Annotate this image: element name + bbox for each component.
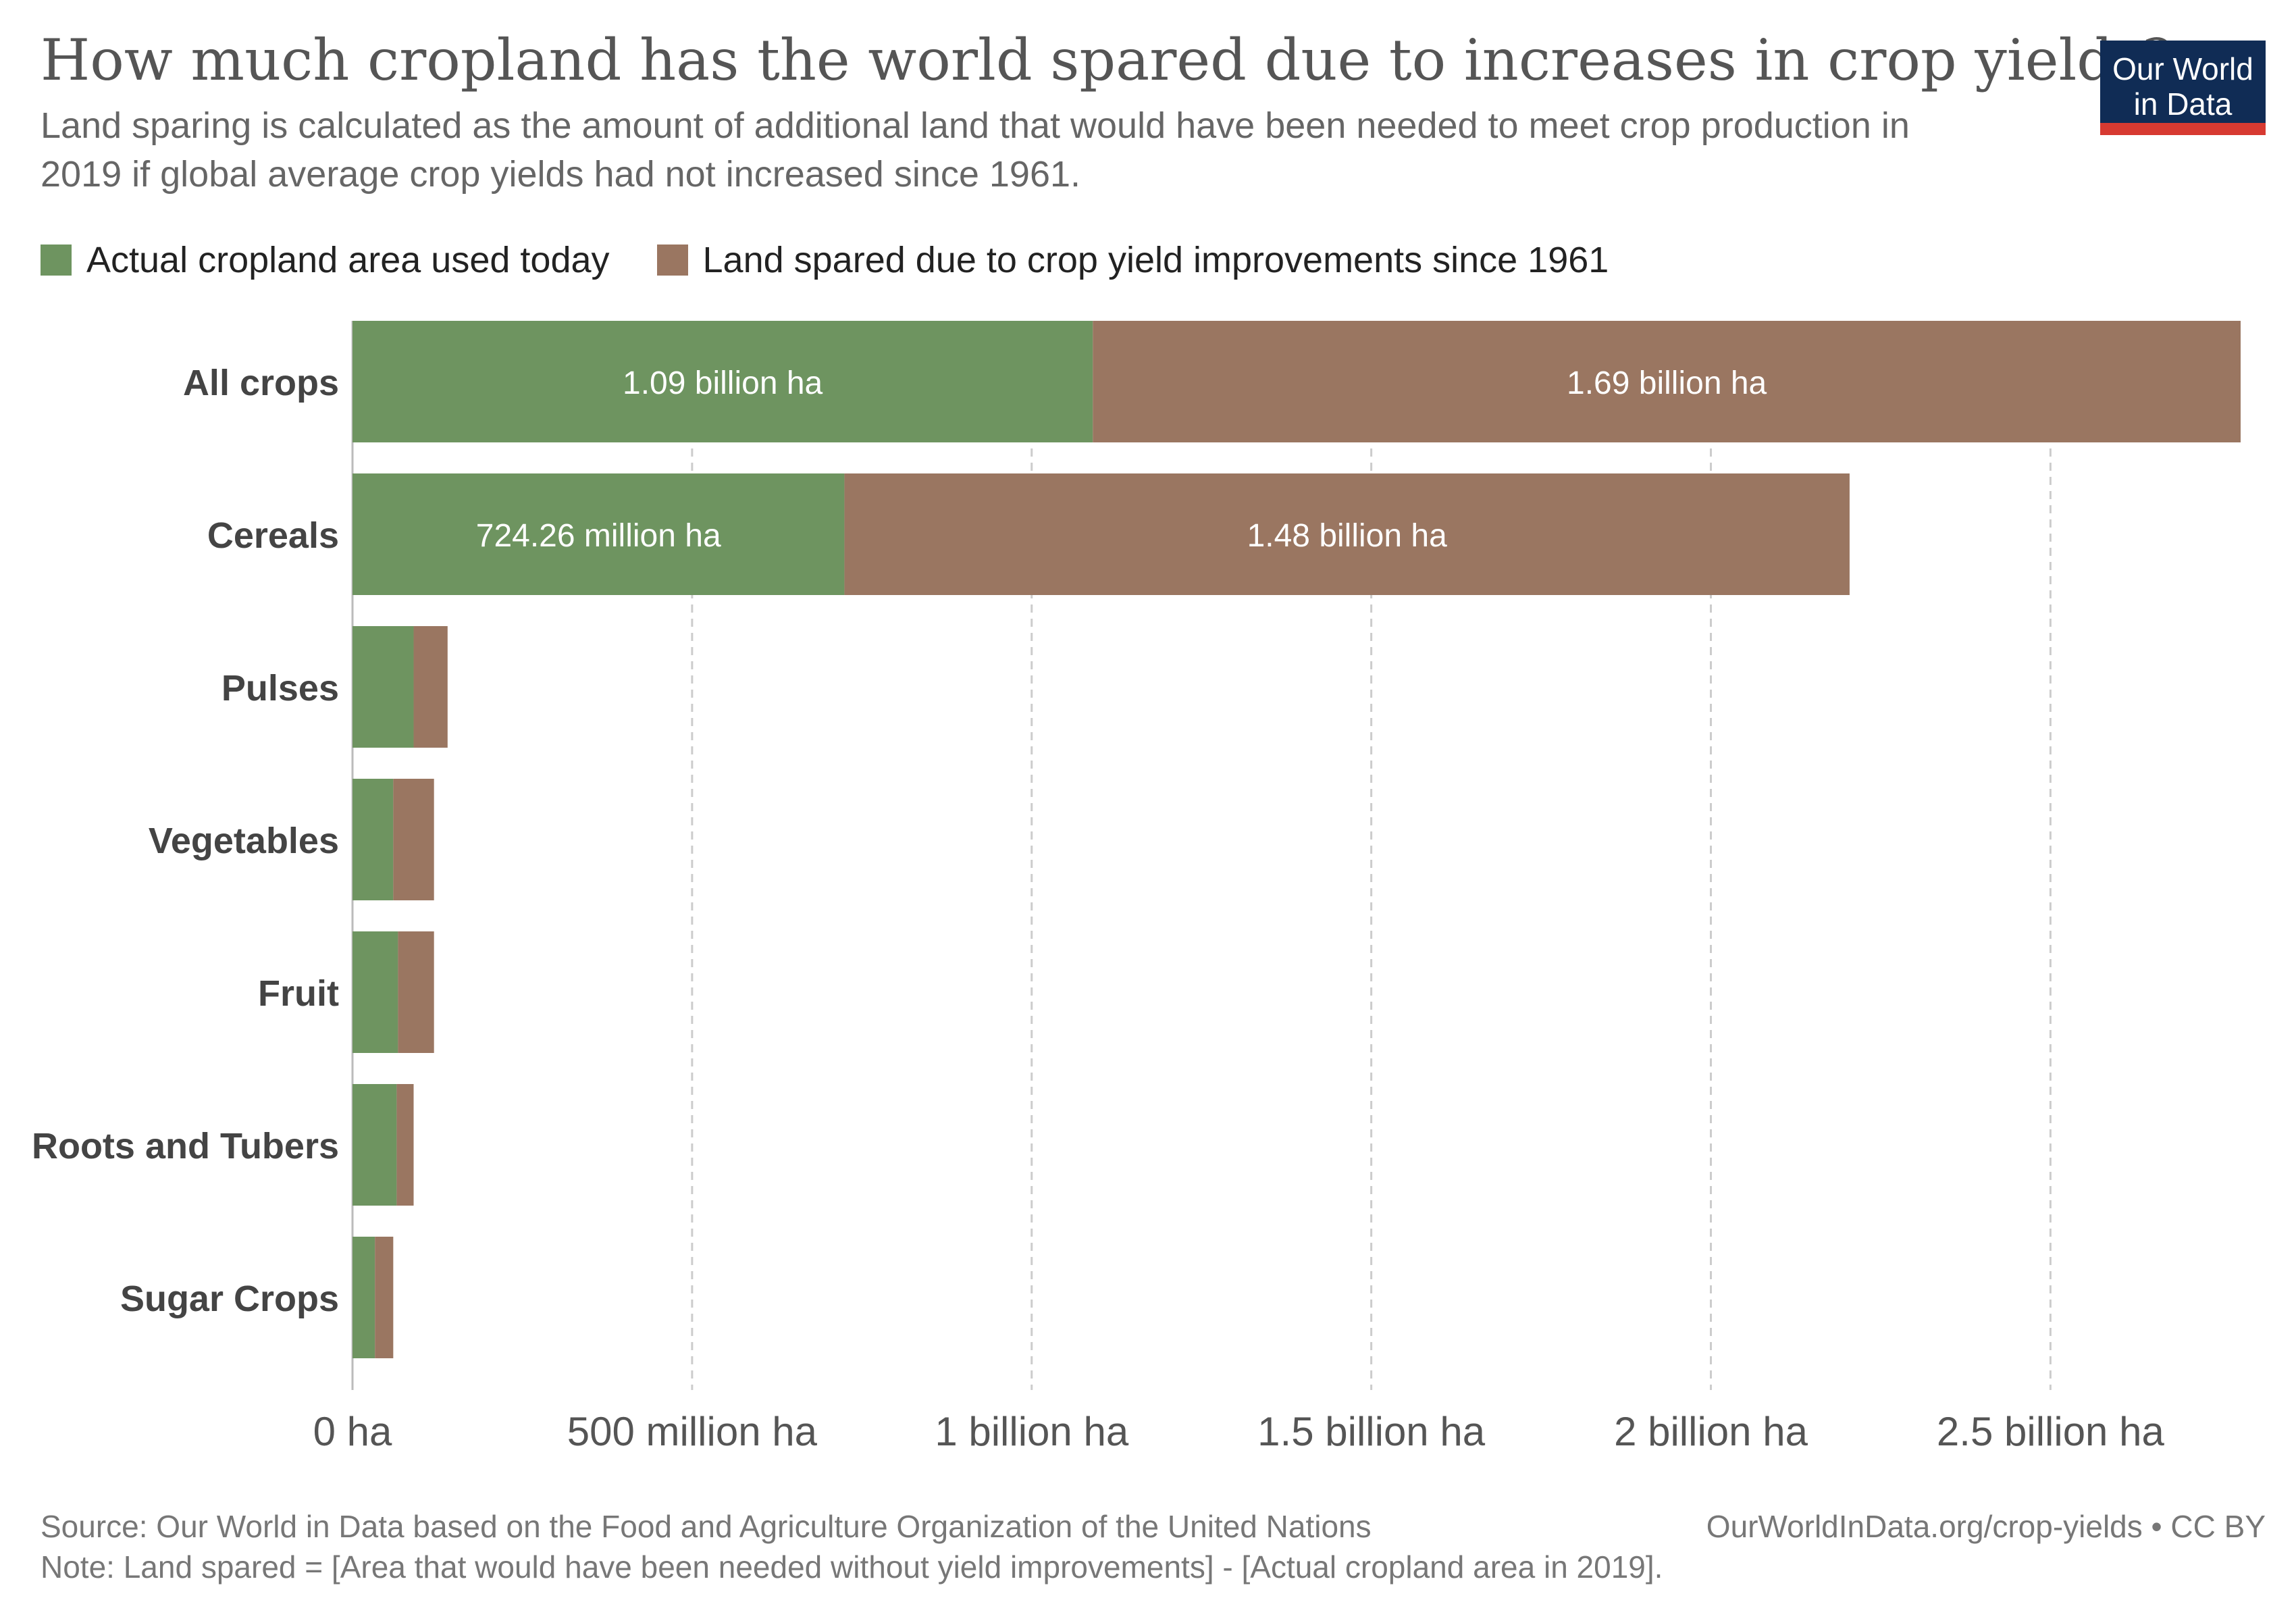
bar-actual-0: [353, 321, 1093, 442]
bar-spared-6: [375, 1237, 394, 1358]
footer-source-note: Source: Our World in Data based on the F…: [41, 1506, 1663, 1587]
legend-swatch-actual: [41, 245, 72, 276]
logo-line-2: in Data: [2133, 86, 2233, 122]
category-label-4: Fruit: [258, 973, 339, 1014]
data-label-spared-1: 1.48 billion ha: [1247, 518, 1448, 554]
category-label-1: Cereals: [207, 515, 339, 556]
bar-spared-5: [396, 1084, 414, 1206]
bar-actual-4: [353, 931, 398, 1053]
footer-note: Note: Land spared = [Area that would hav…: [41, 1549, 1663, 1585]
footer-source: Source: Our World in Data based on the F…: [41, 1509, 1372, 1544]
bar-spared-1: [844, 473, 1850, 595]
x-tick-label-3: 1.5 billion ha: [1257, 1409, 1486, 1454]
x-tick-label-4: 2 billion ha: [1614, 1409, 1808, 1454]
x-tick-label-5: 2.5 billion ha: [1937, 1409, 2165, 1454]
category-label-6: Sugar Crops: [120, 1279, 339, 1319]
data-label-actual-1: 724.26 million ha: [476, 518, 721, 554]
logo-line-1: Our World: [2112, 51, 2253, 86]
bar-actual-5: [353, 1084, 397, 1206]
legend-label-spared: Land spared due to crop yield improvemen…: [702, 240, 1609, 280]
category-label-0: All crops: [183, 363, 339, 403]
x-tick-label-2: 1 billion ha: [935, 1409, 1129, 1454]
legend-label-actual: Actual cropland area used today: [86, 240, 610, 280]
bar-actual-6: [353, 1237, 375, 1358]
footer-link[interactable]: OurWorldInData.org/crop-yields • CC BY: [1706, 1509, 2266, 1544]
chart-title: How much cropland has the world spared d…: [41, 27, 2173, 93]
owid-logo[interactable]: Our World in Data: [2100, 41, 2266, 135]
bar-spared-0: [1093, 321, 2241, 442]
bar-chart: 0 ha 500 million ha 1 billion ha 1.5 billio…: [32, 321, 2241, 1454]
x-tick-label-0: 0 ha: [313, 1409, 392, 1454]
data-label-actual-0: 1.09 billion ha: [623, 365, 823, 401]
legend-item-spared[interactable]: Land spared due to crop yield improvemen…: [656, 239, 1609, 281]
bar-actual-1: [353, 473, 845, 595]
data-label-spared-0: 1.69 billion ha: [1567, 365, 1767, 401]
chart-subtitle: Land sparing is calculated as the amount…: [41, 105, 1910, 195]
bar-spared-3: [393, 779, 434, 900]
legend-swatch-spared: [656, 245, 688, 276]
legend: Actual cropland area used today Land spa…: [41, 236, 1656, 284]
bar-spared-4: [398, 931, 434, 1053]
category-label-2: Pulses: [221, 668, 339, 709]
category-label-5: Roots and Tubers: [32, 1126, 339, 1166]
legend-item-actual[interactable]: Actual cropland area used today: [41, 239, 610, 281]
x-tick-label-1: 500 million ha: [567, 1409, 818, 1454]
bar-actual-2: [353, 626, 414, 748]
bar-actual-3: [353, 779, 394, 900]
category-label-3: Vegetables: [149, 821, 339, 861]
bar-spared-2: [413, 626, 448, 748]
